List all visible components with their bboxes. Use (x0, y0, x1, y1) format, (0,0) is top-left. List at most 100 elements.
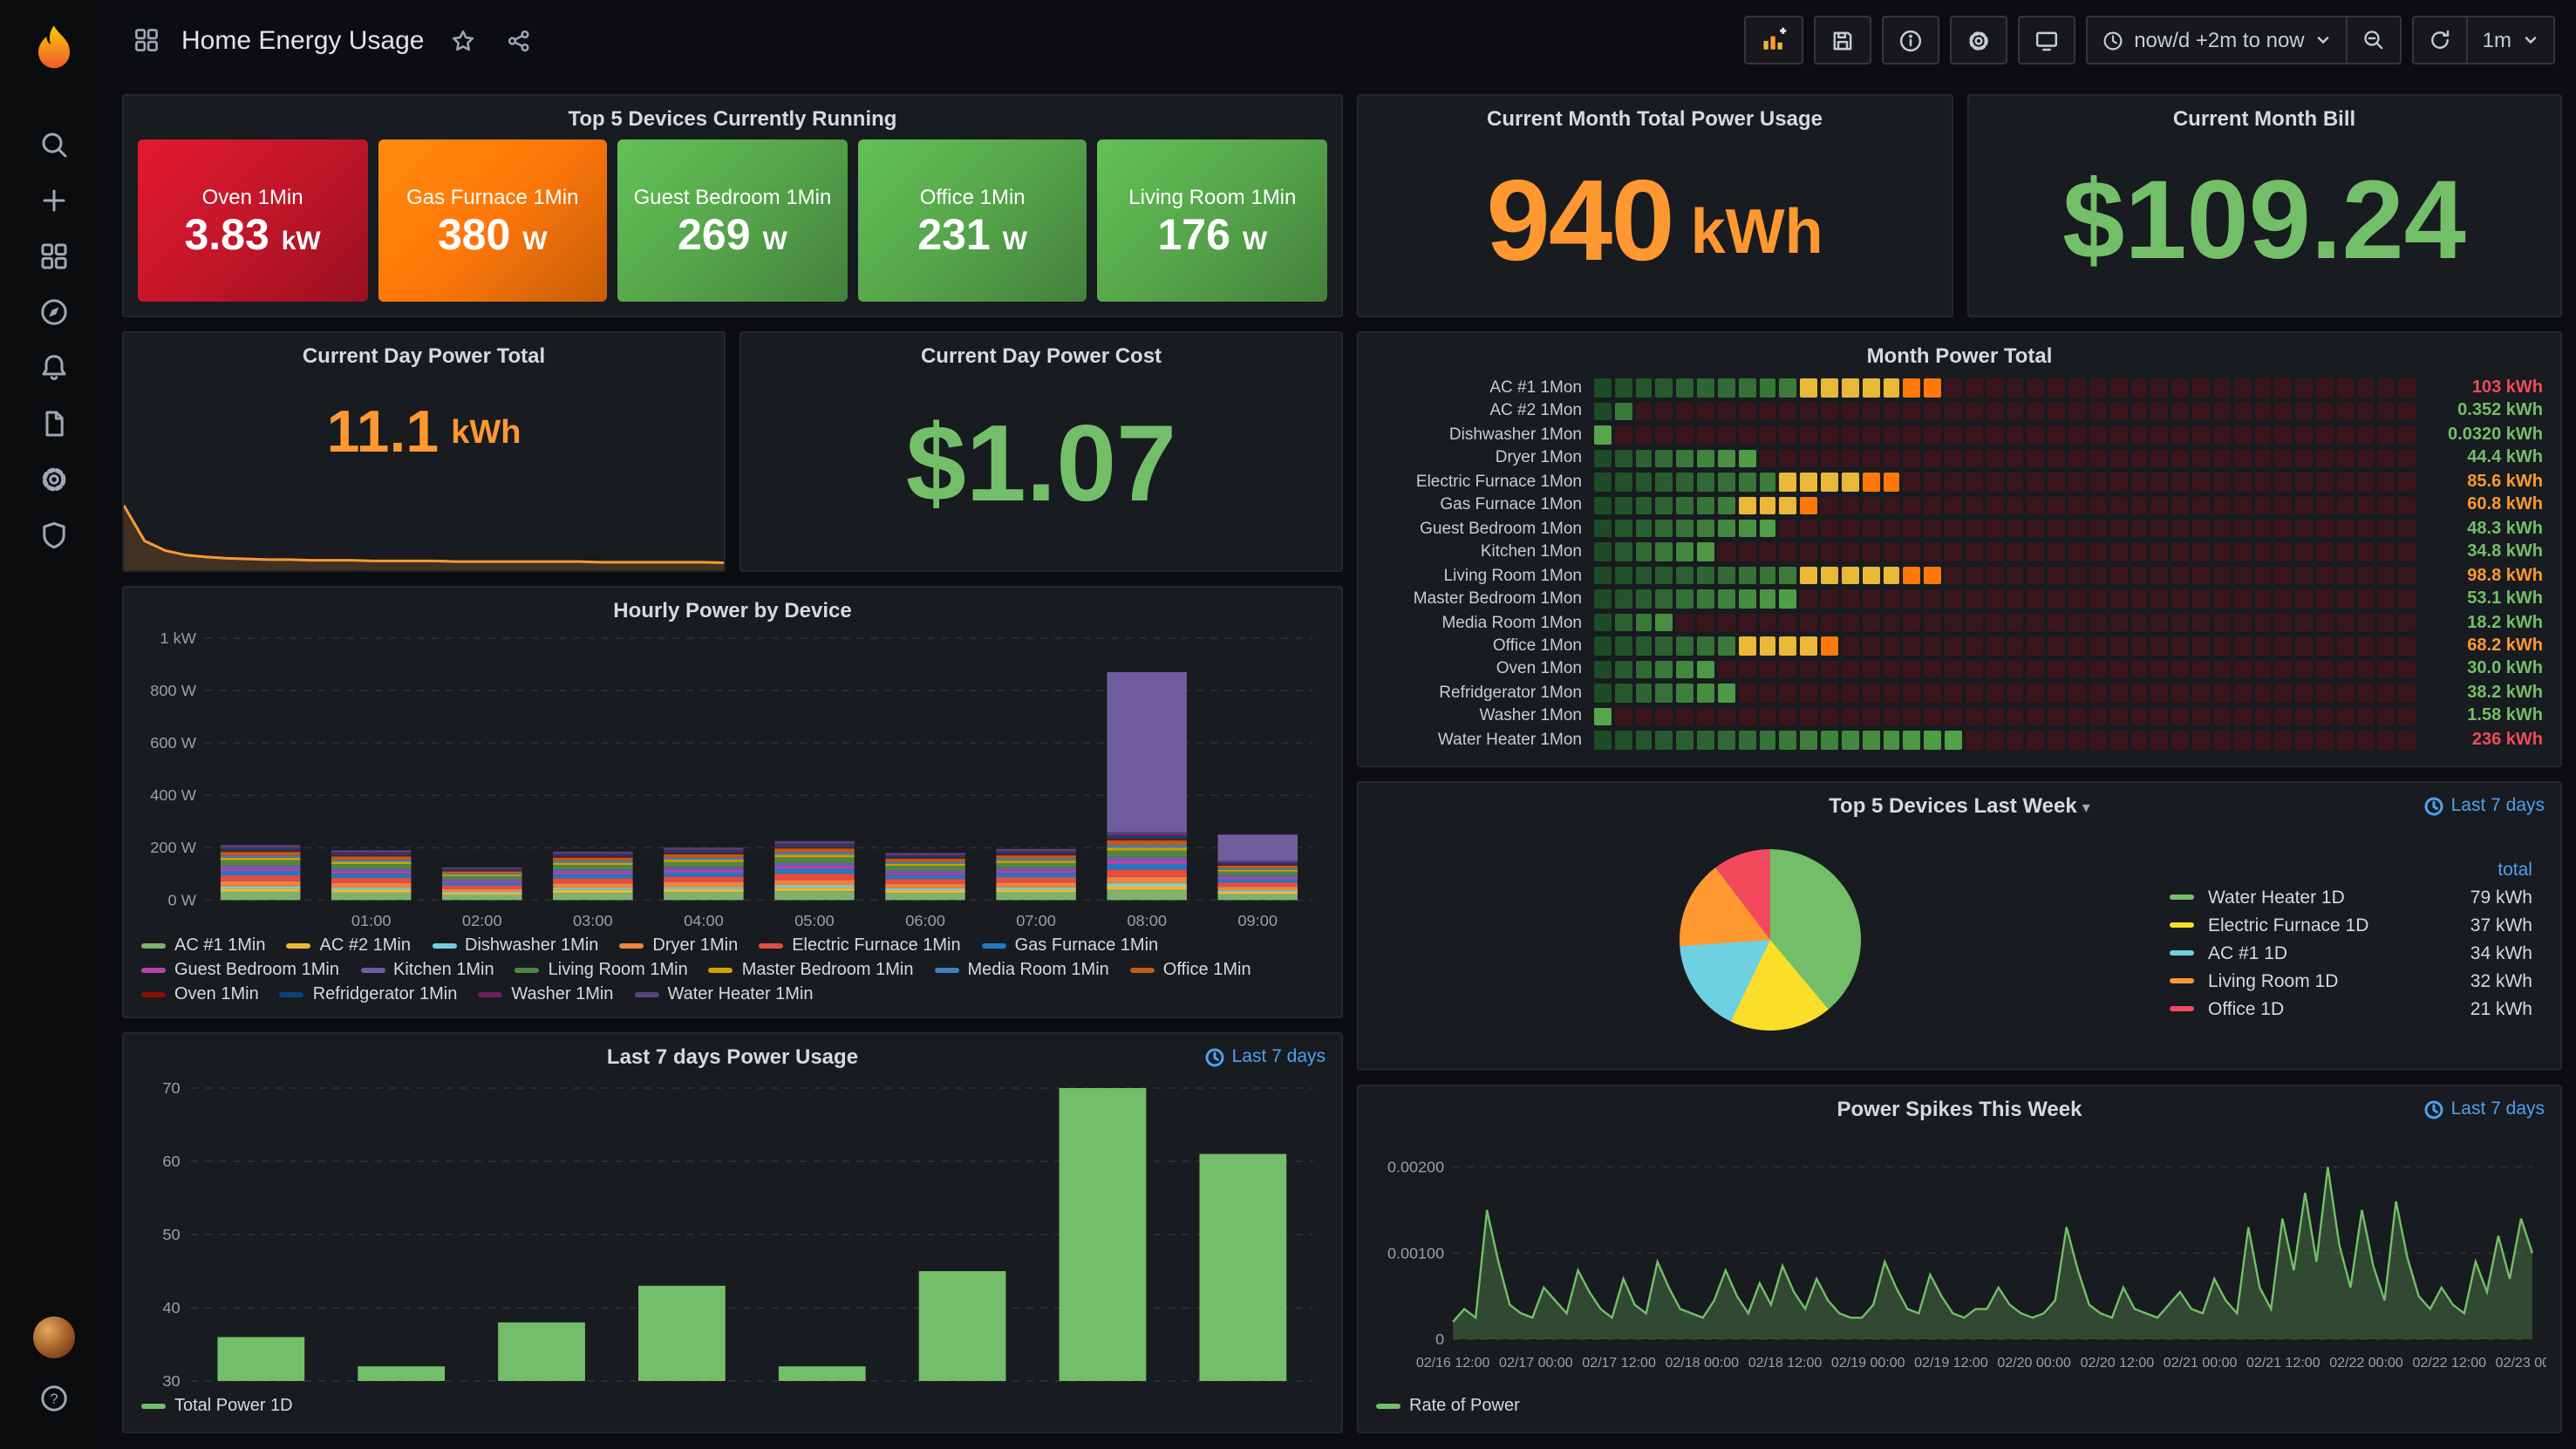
svg-text:02/23 00:00: 02/23 00:00 (2496, 1356, 2546, 1371)
gauge-cell (1903, 684, 1921, 703)
tv-mode-button[interactable] (2017, 16, 2075, 65)
gauge-strip (1594, 731, 2416, 750)
series-label[interactable]: Electric Furnace 1D (2208, 915, 2369, 935)
gauge-cell (2274, 660, 2293, 679)
gauge-cell (1965, 660, 1983, 679)
gauge-cell (2274, 425, 2293, 445)
gauge-cell (2233, 660, 2251, 679)
legend-item[interactable]: Office 1Min (1129, 961, 1251, 980)
time-range-override[interactable]: Last 7 days (2425, 795, 2545, 816)
gauge-cell (1883, 707, 1900, 726)
gauge-cell (1800, 449, 1818, 468)
gauge-cell (1821, 402, 1838, 421)
legend-item[interactable]: Guest Bedroom 1Min (141, 961, 339, 980)
gauge-cell (1594, 473, 1612, 492)
series-label[interactable]: Living Room 1D (2208, 970, 2339, 991)
series-label[interactable]: AC #1 1D (2208, 942, 2288, 963)
gauge-cell (1862, 566, 1880, 585)
help-icon[interactable]: ? (16, 1372, 92, 1425)
panel-title[interactable]: Last 7 days Power Usage (606, 1044, 859, 1069)
legend-item[interactable]: Refridgerator 1Min (279, 985, 457, 1004)
add-panel-button[interactable] (1743, 16, 1803, 65)
legend-item[interactable]: Gas Furnace 1Min (981, 936, 1158, 956)
panel-title[interactable]: Top 5 Devices Currently Running (568, 106, 897, 131)
apps-grid-icon[interactable] (126, 19, 167, 61)
grafana-logo-icon[interactable] (24, 21, 84, 80)
gauge-cell (2336, 684, 2355, 703)
explore-compass-icon[interactable] (16, 286, 92, 338)
legend-item[interactable]: Kitchen 1Min (360, 961, 494, 980)
legend-item[interactable]: Washer 1Min (478, 985, 613, 1004)
series-swatch (478, 992, 503, 997)
configuration-gear-icon[interactable] (16, 453, 92, 506)
legend-item[interactable]: Media Room 1Min (934, 961, 1109, 980)
panel-title[interactable]: Current Day Power Cost (920, 344, 1162, 368)
device-month-value: 68.2 kWh (2467, 636, 2543, 656)
gauge-cell (1883, 731, 1900, 750)
gauge-cell (2336, 425, 2355, 445)
chevron-down-icon[interactable]: ▾ (2082, 799, 2090, 816)
gauge-cell (2377, 613, 2395, 632)
gauge-cell (1862, 496, 1880, 515)
zoom-out-button[interactable] (2346, 16, 2402, 65)
legend-item[interactable]: Total Power 1D (141, 1397, 293, 1416)
legend-item[interactable]: Master Bedroom 1Min (708, 961, 913, 980)
tile-value: 380 W (437, 210, 548, 259)
alerting-bell-icon[interactable] (16, 342, 92, 394)
admin-shield-icon[interactable] (16, 509, 92, 561)
gauge-cell (1676, 473, 1694, 492)
gauge-cell (1759, 566, 1776, 585)
user-avatar[interactable] (33, 1316, 75, 1358)
device-label: Electric Furnace 1Mon (1415, 472, 1582, 492)
share-icon[interactable] (497, 19, 539, 61)
time-range-override[interactable]: Last 7 days (2425, 1099, 2545, 1119)
insights-info-button[interactable] (1881, 16, 1939, 65)
device-month-value: 60.8 kWh (2467, 495, 2543, 515)
panel-title[interactable]: Current Month Total Power Usage (1487, 106, 1823, 131)
time-range-override[interactable]: Last 7 days (1206, 1046, 1325, 1067)
time-range-picker[interactable]: now/d +2m to now (2085, 16, 2347, 65)
gauge-cell (2089, 449, 2107, 468)
gauge-cell (2398, 496, 2416, 515)
gauge-cell (2274, 636, 2293, 656)
gauge-cell (1841, 519, 1859, 538)
legend-item[interactable]: Rate of Power (1376, 1397, 1520, 1416)
gauge-cell (2089, 378, 2107, 398)
panel-title[interactable]: Hourly Power by Device (613, 598, 852, 622)
gauge-cell (1903, 496, 1921, 515)
refresh-interval-dropdown[interactable]: 1m (2466, 16, 2555, 65)
legend-item[interactable]: Dishwasher 1Min (432, 936, 598, 956)
panel-title[interactable]: Month Power Total (1866, 344, 2053, 368)
legend-item[interactable]: Living Room 1Min (515, 961, 688, 980)
docs-file-icon[interactable] (16, 398, 92, 450)
panel-title[interactable]: Top 5 Devices Last Week ▾ (1359, 783, 2560, 823)
dashboards-icon[interactable] (16, 230, 92, 282)
legend-item[interactable]: Dryer 1Min (619, 936, 738, 956)
gauge-cell (2254, 636, 2272, 656)
star-icon[interactable] (441, 19, 483, 61)
gauge-cell (1614, 613, 1632, 632)
legend-item[interactable]: Electric Furnace 1Min (759, 936, 961, 956)
gauge-cell (1821, 449, 1838, 468)
refresh-button[interactable] (2412, 16, 2467, 65)
gauge-cell (1738, 589, 1756, 609)
panel-title[interactable]: Power Spikes This Week (1837, 1097, 2082, 1121)
dashboard-settings-button[interactable] (1949, 16, 2007, 65)
save-dashboard-button[interactable] (1813, 16, 1871, 65)
search-icon[interactable] (16, 119, 92, 171)
series-label[interactable]: Water Heater 1D (2208, 887, 2345, 908)
legend-item[interactable]: Water Heater 1Min (634, 985, 814, 1004)
legend-item[interactable]: Oven 1Min (141, 985, 259, 1004)
gauge-cell (2007, 402, 2024, 421)
legend-item[interactable]: AC #1 1Min (141, 936, 266, 956)
legend-item[interactable]: AC #2 1Min (286, 936, 411, 956)
panel-title[interactable]: Current Month Bill (2172, 106, 2356, 131)
gauge-cell (1738, 402, 1756, 421)
create-plus-icon[interactable] (16, 174, 92, 227)
gauge-cell (2150, 425, 2169, 445)
gauge-cell (2150, 660, 2169, 679)
panel-title[interactable]: Current Day Power Total (302, 344, 546, 368)
series-label[interactable]: Office 1D (2208, 998, 2285, 1019)
gauge-cell (1945, 378, 1962, 398)
